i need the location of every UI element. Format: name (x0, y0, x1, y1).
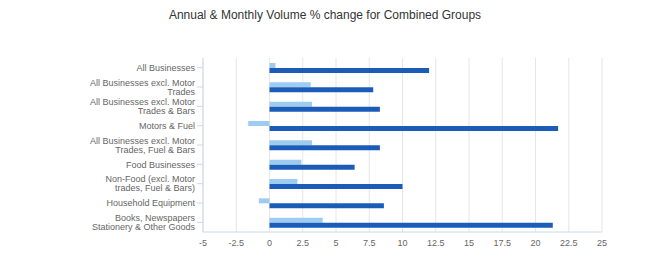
svg-text:-5: -5 (199, 238, 207, 248)
svg-text:15: 15 (464, 238, 474, 248)
svg-text:Books, NewspapersStationery &: Books, NewspapersStationery & Other Good… (92, 213, 196, 232)
svg-text:Food Businesses: Food Businesses (126, 160, 196, 170)
svg-text:All Businesses excl. MotorTrad: All Businesses excl. MotorTrades (90, 78, 196, 97)
svg-text:17.5: 17.5 (493, 238, 511, 248)
svg-text:2.5: 2.5 (296, 238, 309, 248)
svg-text:All Businesses excl. MotorTrad: All Businesses excl. MotorTrades, Fuel &… (90, 136, 196, 155)
svg-text:25: 25 (597, 238, 607, 248)
svg-text:All Businesses excl. MotorTrad: All Businesses excl. MotorTrades & Bars (90, 97, 196, 116)
svg-text:Non-Food (excl. Motortrades, F: Non-Food (excl. Motortrades, Fuel & Bars… (105, 174, 195, 193)
svg-text:0: 0 (267, 238, 272, 248)
svg-text:7.5: 7.5 (363, 238, 376, 248)
svg-text:5: 5 (333, 238, 338, 248)
svg-text:Motors & Fuel: Motors & Fuel (139, 121, 195, 131)
svg-text:12.5: 12.5 (427, 238, 445, 248)
html-text:Annual & Monthly Volume % chan: Annual & Monthly Volume % change for Com… (168, 8, 482, 22)
svg-text:22.5: 22.5 (560, 238, 578, 248)
svg-text:Household Equipment: Household Equipment (106, 198, 195, 208)
svg-text:All Businesses: All Businesses (136, 63, 195, 73)
svg-text:10: 10 (397, 238, 407, 248)
svg-text:-2.5: -2.5 (228, 238, 244, 248)
svg-text:20: 20 (530, 238, 540, 248)
